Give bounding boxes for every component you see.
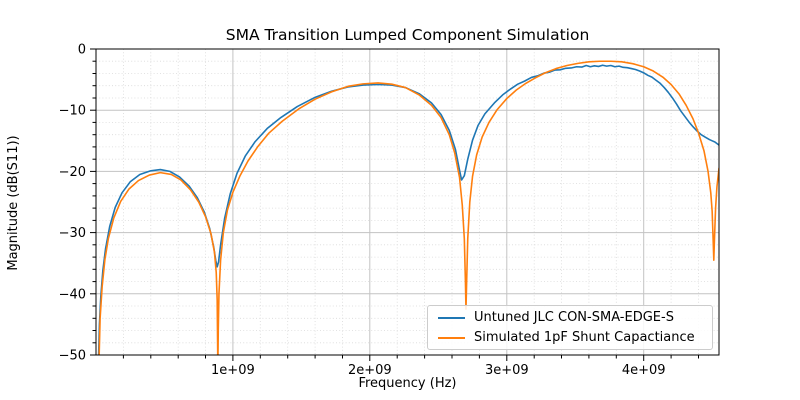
- svg-text:2e+09: 2e+09: [348, 363, 392, 378]
- svg-text:4e+09: 4e+09: [622, 363, 666, 378]
- tick-labels: 1e+09 2e+09 3e+09 4e+09 0 −10 −20 −30 −40 −50: [59, 43, 666, 379]
- legend-line-sample: [438, 336, 465, 339]
- legend-entry: Simulated 1pF Shunt Capactiance: [438, 329, 712, 346]
- legend-label: Untuned JLC CON-SMA-EDGE-S: [474, 310, 674, 325]
- legend: Untuned JLC CON-SMA-EDGE-S Simulated 1pF …: [427, 305, 713, 350]
- series-line-simulated: [98, 60, 719, 355]
- svg-text:−40: −40: [59, 287, 86, 302]
- svg-text:−10: −10: [59, 104, 86, 119]
- major-grid: [96, 49, 719, 355]
- svg-text:1e+09: 1e+09: [211, 363, 255, 378]
- legend-line-sample: [438, 316, 465, 319]
- svg-text:3e+09: 3e+09: [485, 363, 529, 378]
- legend-entry: Untuned JLC CON-SMA-EDGE-S: [438, 309, 712, 326]
- x-axis-label: Frequency (Hz): [358, 376, 457, 391]
- svg-text:−30: −30: [59, 226, 86, 241]
- y-axis-label: Magnitude (dB(S11)): [6, 135, 21, 271]
- svg-text:−20: −20: [59, 165, 86, 180]
- svg-text:0: 0: [78, 43, 86, 58]
- axes-spines: [95, 48, 720, 356]
- axis-ticks: [90, 48, 699, 361]
- chart-title: SMA Transition Lumped Component Simulati…: [225, 26, 590, 44]
- legend-label: Simulated 1pF Shunt Capactiance: [474, 330, 695, 345]
- svg-text:−50: −50: [59, 349, 86, 364]
